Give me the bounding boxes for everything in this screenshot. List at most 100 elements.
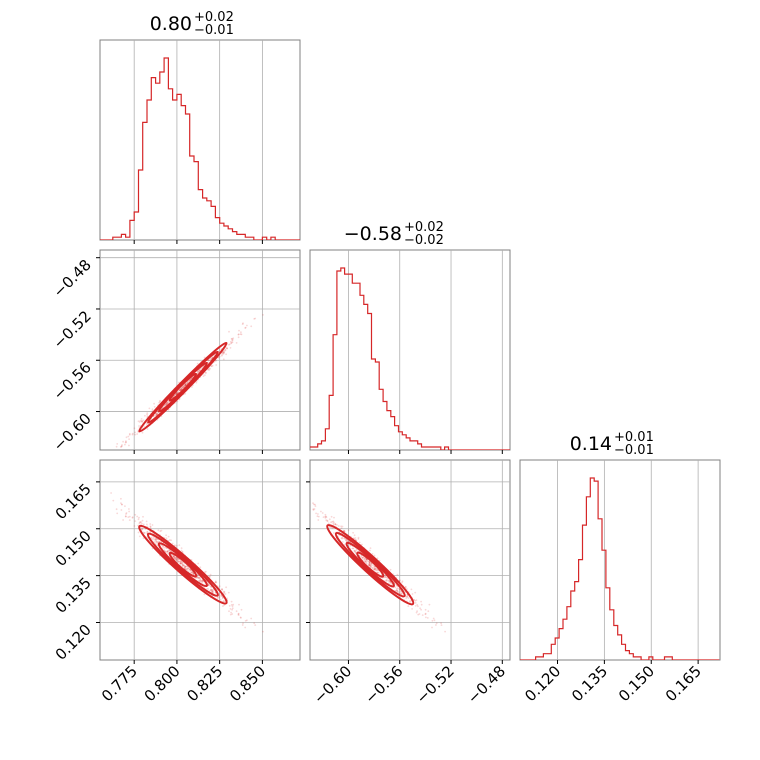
scatter-point <box>155 537 158 540</box>
scatter-point <box>352 547 354 550</box>
scatter-point <box>128 515 131 518</box>
scatter-point <box>334 523 337 526</box>
scatter-point <box>327 522 330 525</box>
scatter-point <box>232 337 235 340</box>
scatter-point <box>240 331 242 334</box>
y-tick-label: −0.48 <box>50 256 95 301</box>
scatter-point <box>368 563 371 566</box>
scatter-point <box>157 529 160 532</box>
contours <box>138 341 228 433</box>
scatter-point <box>414 602 417 604</box>
scatter-point <box>416 604 419 606</box>
scatter-point <box>367 560 370 563</box>
scatter-point <box>371 553 374 555</box>
scatter-point <box>420 608 422 611</box>
scatter-point <box>435 624 437 626</box>
contour-level-1 <box>138 524 228 605</box>
scatter-point <box>262 630 264 633</box>
scatter-point <box>201 579 204 582</box>
scatter-point <box>173 555 175 558</box>
scatter-point <box>180 549 183 552</box>
scatter-point <box>181 387 183 390</box>
scatter-point <box>222 600 225 603</box>
scatter-point <box>359 555 362 558</box>
scatter-point <box>133 427 136 430</box>
scatter-point <box>124 443 126 446</box>
contour-level-4 <box>356 551 385 578</box>
scatter-point <box>177 389 180 392</box>
scatter-point <box>145 520 148 523</box>
scatter-point <box>131 516 134 518</box>
scatter-point <box>177 558 180 560</box>
title-error-plus: +0.01 <box>614 430 654 445</box>
scatter-point <box>180 561 182 563</box>
scatter-point <box>240 608 243 611</box>
scatter-point <box>180 547 183 549</box>
scatter-point <box>389 580 391 583</box>
x-tick-label: 0.800 <box>141 662 184 705</box>
scatter-point <box>368 564 371 567</box>
histogram-0: 0.80 +0.02−0.01 <box>99 10 301 241</box>
scatter-point <box>184 383 187 386</box>
scatter-point <box>370 562 373 565</box>
scatter-point <box>354 551 357 554</box>
scatter-point <box>174 557 177 560</box>
scatter-point <box>368 561 371 563</box>
scatter-point <box>341 536 344 539</box>
scatter-point <box>134 433 137 436</box>
scatter-point <box>239 333 242 335</box>
scatter-point <box>127 444 130 447</box>
scatter-point <box>373 565 376 568</box>
scatter-point <box>138 535 141 538</box>
scatter-point <box>140 420 143 423</box>
scatter-point <box>172 555 175 558</box>
parameter-title: −0.58 +0.02−0.02 <box>344 220 444 248</box>
scatter-point <box>388 582 390 585</box>
scatter-point <box>141 528 144 530</box>
scatter-point <box>324 513 327 516</box>
scatter-point <box>181 387 184 390</box>
scatter-point <box>189 379 192 382</box>
scatter-point <box>211 591 214 594</box>
scatter-point <box>181 551 184 553</box>
contour-level-4 <box>168 551 198 578</box>
scatter-point <box>204 571 206 574</box>
scatter-point <box>159 400 161 403</box>
scatter-point <box>186 565 189 568</box>
scatter-point <box>154 541 156 543</box>
scatter-point <box>190 571 193 574</box>
scatter-point <box>191 571 193 574</box>
scatter-point <box>317 519 320 521</box>
scatter-point <box>166 550 169 553</box>
scatter-point <box>172 554 175 557</box>
scatter-point <box>401 580 404 583</box>
scatter-point <box>162 546 165 548</box>
scatter-point <box>206 588 209 590</box>
scatter-point <box>254 317 257 320</box>
scatter-point <box>246 619 248 622</box>
scatter-point <box>127 435 130 438</box>
scatter-point <box>374 568 376 571</box>
scatter-point <box>237 614 240 616</box>
scatter-point <box>343 537 345 540</box>
scatter-point <box>341 525 344 528</box>
parameter-title: 0.80 +0.02−0.01 <box>150 10 234 38</box>
scatter-point <box>177 558 180 560</box>
scatter-point <box>374 567 376 570</box>
scatter-point <box>405 597 408 600</box>
title-error-plus: +0.02 <box>404 220 444 235</box>
scatter-point <box>173 395 176 397</box>
scatter-point <box>361 557 363 559</box>
scatter-point <box>404 585 407 588</box>
scatter-point <box>396 587 399 590</box>
scatter-point <box>410 588 413 591</box>
scatter-point <box>179 562 182 565</box>
scatter-point <box>368 561 371 564</box>
scatter-point <box>417 613 420 616</box>
scatter-point <box>134 431 137 434</box>
scatter-point <box>183 566 186 569</box>
scatter-point <box>144 414 146 417</box>
scatter-point <box>385 580 388 582</box>
scatter-point <box>172 555 175 558</box>
scatter-point <box>163 549 166 552</box>
